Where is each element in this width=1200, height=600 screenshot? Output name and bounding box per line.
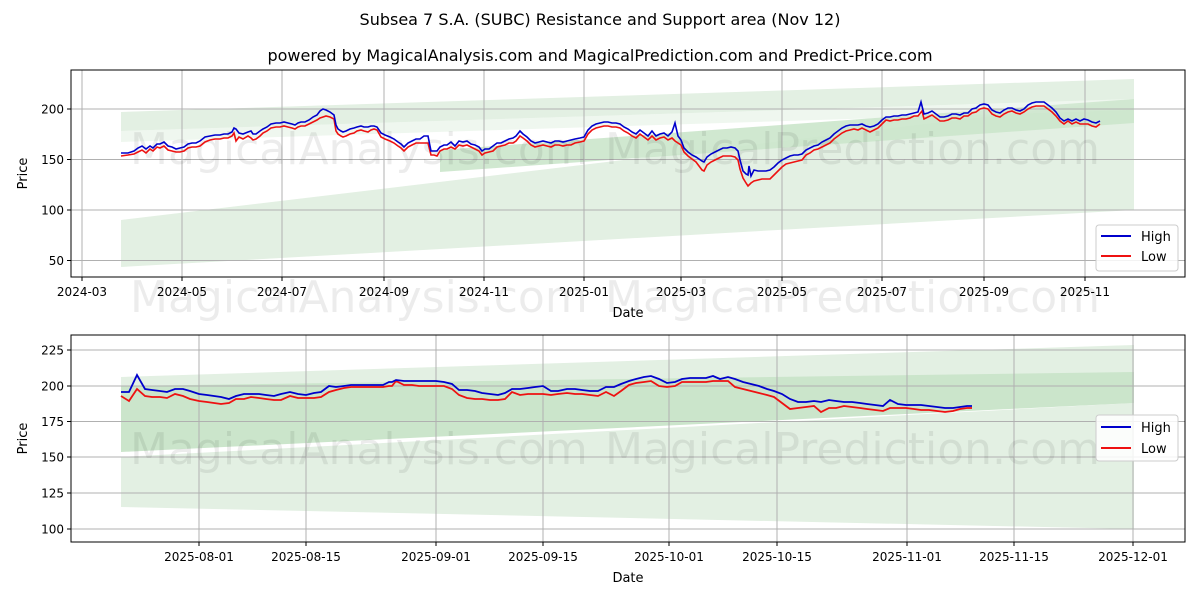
bottom-chart: MagicalAnalysis.com MagicalPrediction.co…: [16, 334, 1186, 586]
resistance-band: [121, 79, 1134, 131]
bottom-xtick-8: 2025-12-01: [1098, 550, 1168, 564]
watermark-3: MagicalAnalysis.com: [130, 272, 588, 323]
bottom-xtick-0: 2025-08-01: [164, 550, 234, 564]
overlap-band: [440, 99, 1134, 172]
bottom-xtick-6: 2025-11-01: [872, 550, 942, 564]
bottom-ytick-3: 150: [41, 451, 64, 465]
top-xtick-4: 2024-11: [459, 285, 509, 299]
bottom-ytick-2: 175: [41, 415, 64, 429]
top-xtick-2: 2024-07: [257, 285, 307, 299]
bottom-ytick-0: 225: [41, 344, 64, 358]
top-xtick-10: 2025-11: [1060, 285, 1110, 299]
legend-low-label: Low: [1141, 250, 1167, 265]
top-ytick-3: 50: [49, 254, 64, 268]
bottom-y-axis: 225 200 175 150 125 100: [41, 344, 71, 537]
top-y-axis: 200 150 100 50: [41, 103, 71, 268]
top-xtick-1: 2024-05: [157, 285, 207, 299]
watermark-5: MagicalAnalysis.com: [130, 424, 588, 475]
bottom-x-axis: 2025-08-01 2025-08-15 2025-09-01 2025-09-15…: [164, 542, 1168, 564]
low-line: [120, 105, 1101, 188]
top-x-axis: 2024-03 2024-05 2024-07 2024-09 2024-11 2025-…: [57, 277, 1110, 299]
bottom-ytick-1: 200: [41, 380, 64, 394]
top-xtick-0: 2024-03: [57, 285, 107, 299]
support-band-bottom: [121, 403, 1134, 529]
high-line: [121, 98, 1101, 179]
high-line-bottom: [121, 373, 972, 409]
bottom-xtick-3: 2025-09-15: [508, 550, 578, 564]
top-chart: MagicalAnalysis.com MagicalPrediction.co…: [16, 69, 1186, 323]
support-band: [121, 99, 1134, 267]
bottom-xtick-2: 2025-09-01: [401, 550, 471, 564]
top-xtick-9: 2025-09: [959, 285, 1009, 299]
top-xtick-8: 2025-07: [857, 285, 907, 299]
low-line-bottom: [120, 379, 972, 414]
watermark-2: MagicalPrediction.com: [605, 124, 1100, 175]
bottom-xtick-7: 2025-11-15: [979, 550, 1049, 564]
top-axes-frame: [70, 69, 1186, 278]
top-xtick-7: 2025-05: [757, 285, 807, 299]
bottom-ytick-5: 100: [41, 523, 64, 537]
top-ytick-0: 200: [41, 103, 64, 117]
bottom-xtick-4: 2025-10-01: [634, 550, 704, 564]
top-xtick-3: 2024-09: [359, 285, 409, 299]
top-xtick-6: 2025-03: [656, 285, 706, 299]
top-ytick-2: 100: [41, 204, 64, 218]
top-ytick-1: 150: [41, 153, 64, 167]
watermark-4: MagicalPrediction.com: [605, 272, 1100, 323]
watermark-6: MagicalPrediction.com: [605, 424, 1100, 475]
chart-subtitle: powered by MagicalAnalysis.com and Magic…: [267, 46, 933, 65]
bottom-axes-frame: [70, 334, 1186, 543]
top-legend: High Low: [1095, 224, 1179, 272]
top-y-axis-label: Price: [16, 158, 31, 190]
bottom-y-axis-label: Price: [16, 423, 31, 455]
chart-title: Subsea 7 S.A. (SUBC) Resistance and Supp…: [359, 10, 841, 29]
bottom-grid: [71, 335, 1185, 542]
bottom-x-axis-label: Date: [612, 571, 643, 586]
bottom-legend: High Low: [1095, 414, 1179, 462]
legend-high-label: High: [1141, 230, 1171, 245]
watermark-1: MagicalAnalysis.com: [130, 124, 588, 175]
top-grid: [71, 70, 1185, 277]
overlap-band-bottom: [121, 372, 1134, 452]
legend-high-label-bottom: High: [1141, 421, 1171, 436]
top-x-axis-label: Date: [612, 306, 643, 321]
overlap-band-2: [121, 99, 1134, 142]
bottom-xtick-1: 2025-08-15: [271, 550, 341, 564]
top-xtick-5: 2025-01: [559, 285, 609, 299]
legend-low-label-bottom: Low: [1141, 442, 1167, 457]
bottom-ytick-4: 125: [41, 487, 64, 501]
bottom-xtick-5: 2025-10-15: [742, 550, 812, 564]
